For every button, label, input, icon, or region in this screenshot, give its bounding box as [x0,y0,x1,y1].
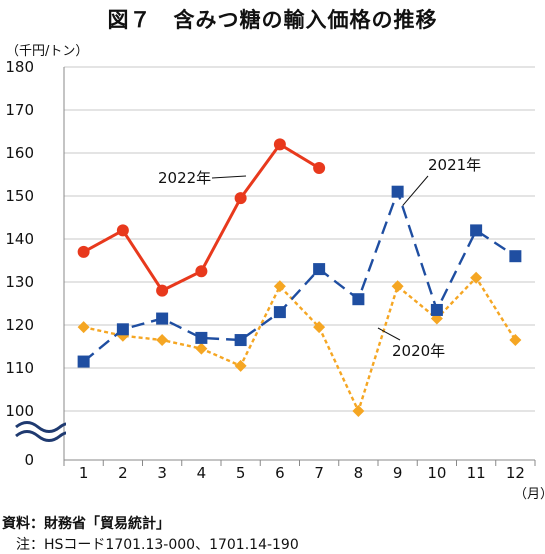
x-tick-label: 10 [427,464,446,482]
y-tick-label: 0 [24,451,34,469]
y-tick-label: 110 [5,359,34,377]
y-axis-unit-label: （千円/トン） [6,44,89,59]
series-label: 2021年 [428,156,481,174]
labels-layer: 2022年 2021年 2020年 [158,156,481,360]
x-tick-label: 7 [314,464,324,482]
x-tick-label: 2 [118,464,128,482]
data-point [391,280,404,293]
data-point [77,355,90,368]
source-note: 資料：財務省「貿易統計」 [2,516,170,532]
data-point [195,342,208,355]
data-point [391,185,404,198]
series-label-leader [402,175,429,207]
series-label-leader [377,327,401,341]
data-point [273,138,286,151]
data-point [156,334,169,347]
series-line [82,190,517,363]
data-point [313,162,326,175]
gridlines [64,66,535,412]
x-tick-label: 8 [354,464,364,482]
axis-break-wave [15,421,67,433]
y-tick-label: 140 [5,230,34,248]
data-point [313,321,326,334]
x-tick-label: 11 [467,464,486,482]
data-point [470,271,483,284]
data-point [116,224,129,237]
y-tick-label: 160 [5,144,34,162]
data-point [509,334,522,347]
x-tick-label: 12 [506,464,525,482]
y-tick-label: 100 [5,402,34,420]
x-tick-label: 6 [275,464,285,482]
chart-title: 図７ 含みつ糖の輸入価格の推移 [107,8,438,32]
data-point [273,306,286,319]
x-axis-unit-label: （月） [514,487,545,502]
data-point [156,312,169,325]
data-point [195,331,208,344]
data-point [234,192,247,205]
data-point [509,250,522,263]
data-point [77,245,90,258]
y-tick-label: 180 [5,58,34,76]
footnote: 注：HSコード1701.13-000、1701.14-190 [2,537,299,553]
series-line [83,276,517,413]
axis-break-wave [15,430,67,442]
data-point [234,359,247,372]
series-label: 2020年 [392,342,445,360]
data-point [116,323,129,336]
y-tick-label: 150 [5,187,34,205]
series-label-leader [211,175,247,179]
data-point [156,284,169,297]
series-layer [77,138,522,417]
y-tick-label: 120 [5,316,34,334]
x-tick-label: 3 [157,464,167,482]
data-point [470,224,483,237]
x-tick-label: 1 [79,464,89,482]
axis-break-icon [15,421,67,442]
data-point [352,293,365,306]
x-tick-label: 9 [393,464,403,482]
data-point [234,334,247,347]
y-tick-label: 170 [5,101,34,119]
y-tick-label: 130 [5,273,34,291]
data-point [273,280,286,293]
data-point [430,303,443,316]
x-tick-label: 4 [197,464,207,482]
data-point [77,321,90,334]
x-tick-label: 5 [236,464,246,482]
data-point [313,263,326,276]
data-point [352,405,365,417]
series-label: 2022年 [158,169,211,187]
data-point [195,265,208,278]
